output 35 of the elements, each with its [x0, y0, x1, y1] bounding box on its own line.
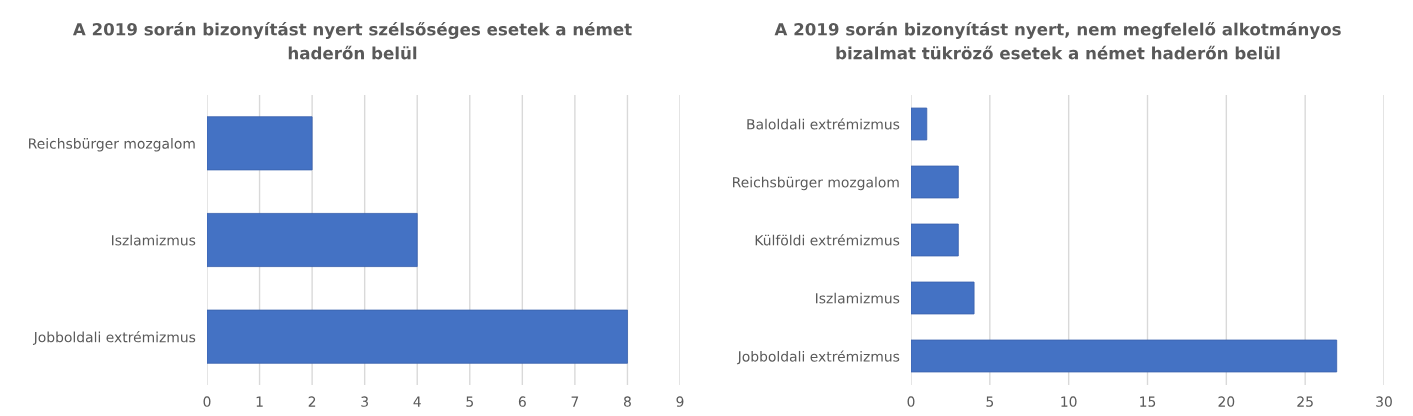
- x-tick-label: 0: [203, 396, 211, 407]
- x-tick-label: 10: [1061, 396, 1077, 407]
- bar: [207, 309, 628, 364]
- x-tick-label: 2: [308, 396, 316, 407]
- bar: [911, 339, 1338, 373]
- bar: [207, 116, 313, 171]
- bar: [911, 165, 959, 199]
- x-tick-label: 15: [1140, 396, 1156, 407]
- x-tick-label: 25: [1297, 396, 1313, 407]
- y-tick-label: Iszlamizmus: [112, 234, 196, 246]
- x-tick-label: 4: [413, 396, 421, 407]
- chart-title: A 2019 során bizonyítást nyert, nem megfelelő alkotmányos bizalmat tükröző esetek a német haderőn belül: [774, 22, 1341, 60]
- x-tick-label: 7: [571, 396, 579, 407]
- x-tick-label: 5: [466, 396, 473, 407]
- chart-title: A 2019 során bizonyítást nyert szélsőséges esetek a német haderőn belül: [72, 22, 632, 60]
- x-tick-label: 1: [256, 396, 263, 407]
- y-tick-label: Reichsbürger mozgalom: [29, 138, 195, 152]
- y-tick-label: Baloldali extrémizmus: [747, 118, 900, 130]
- x-tick-label: 20: [1218, 396, 1235, 407]
- x-tick-label: 5: [986, 396, 994, 407]
- x-tick-label: 8: [623, 396, 631, 407]
- bar: [911, 281, 975, 315]
- x-tick-label: 9: [676, 396, 684, 407]
- x-tick-label: 0: [907, 396, 915, 407]
- y-tick-label: Jobboldali extrémizmus: [736, 350, 900, 365]
- y-tick-label: Reichsbürger mozgalom: [733, 176, 899, 191]
- bar: [911, 223, 959, 257]
- y-tick-label: Iszlamizmus: [816, 292, 900, 304]
- x-tick-label: 3: [361, 396, 368, 407]
- y-tick-label: Jobboldali extrémizmus: [32, 331, 196, 345]
- x-tick-label: 30: [1376, 396, 1392, 407]
- y-tick-label: Külföldi extrémizmus: [755, 234, 900, 246]
- bar: [911, 107, 928, 141]
- bar: [207, 213, 418, 267]
- x-tick-label: 6: [518, 396, 526, 407]
